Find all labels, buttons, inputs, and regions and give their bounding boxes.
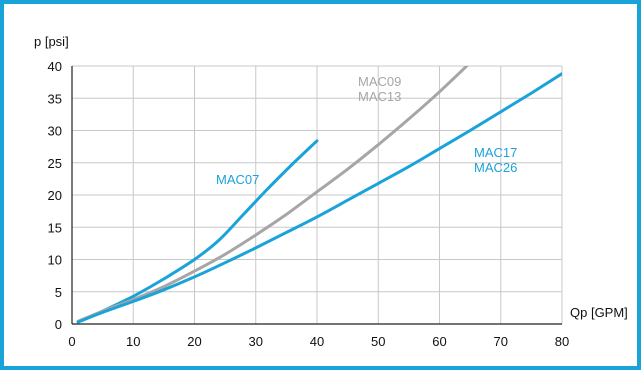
y-tick-label-30: 30 xyxy=(48,124,62,139)
series-label-mac09-mac13-1: MAC09 xyxy=(358,74,401,89)
series-line-mac17-mac26 xyxy=(76,72,562,324)
x-axis-label: Qp [GPM] xyxy=(570,305,628,320)
x-tick-label-60: 60 xyxy=(432,334,446,349)
series-lines xyxy=(76,66,562,324)
y-axis-label: p [psi] xyxy=(34,34,69,49)
x-tick-label-0: 0 xyxy=(68,334,75,349)
x-tick-label-30: 30 xyxy=(249,334,263,349)
series-label-mac17-mac26-2: MAC26 xyxy=(474,160,517,175)
x-tick-label-50: 50 xyxy=(371,334,385,349)
series-line-mac07 xyxy=(76,139,319,323)
y-tick-label-35: 35 xyxy=(48,91,62,106)
axes xyxy=(71,66,562,325)
y-tick-label-15: 15 xyxy=(48,220,62,235)
y-tick-label-0: 0 xyxy=(55,317,62,332)
x-tick-label-20: 20 xyxy=(187,334,201,349)
x-tick-label-70: 70 xyxy=(494,334,508,349)
y-tick-label-25: 25 xyxy=(48,156,62,171)
y-tick-label-5: 5 xyxy=(55,285,62,300)
x-tick-label-40: 40 xyxy=(310,334,324,349)
tick-labels: 0 10 20 30 40 50 60 70 80 0 5 10 15 20 25 30 35 40 xyxy=(48,59,570,349)
y-tick-label-40: 40 xyxy=(48,59,62,74)
series-label-mac09-mac13-2: MAC13 xyxy=(358,89,401,104)
x-tick-label-10: 10 xyxy=(126,334,140,349)
series-line-mac09-mac13 xyxy=(76,66,469,323)
series-label-mac07-1: MAC07 xyxy=(216,172,259,187)
grid xyxy=(72,65,563,324)
series-label-mac17-mac26-1: MAC17 xyxy=(474,145,517,160)
y-tick-label-10: 10 xyxy=(48,253,62,268)
x-tick-label-80: 80 xyxy=(555,334,569,349)
y-tick-label-20: 20 xyxy=(48,188,62,203)
